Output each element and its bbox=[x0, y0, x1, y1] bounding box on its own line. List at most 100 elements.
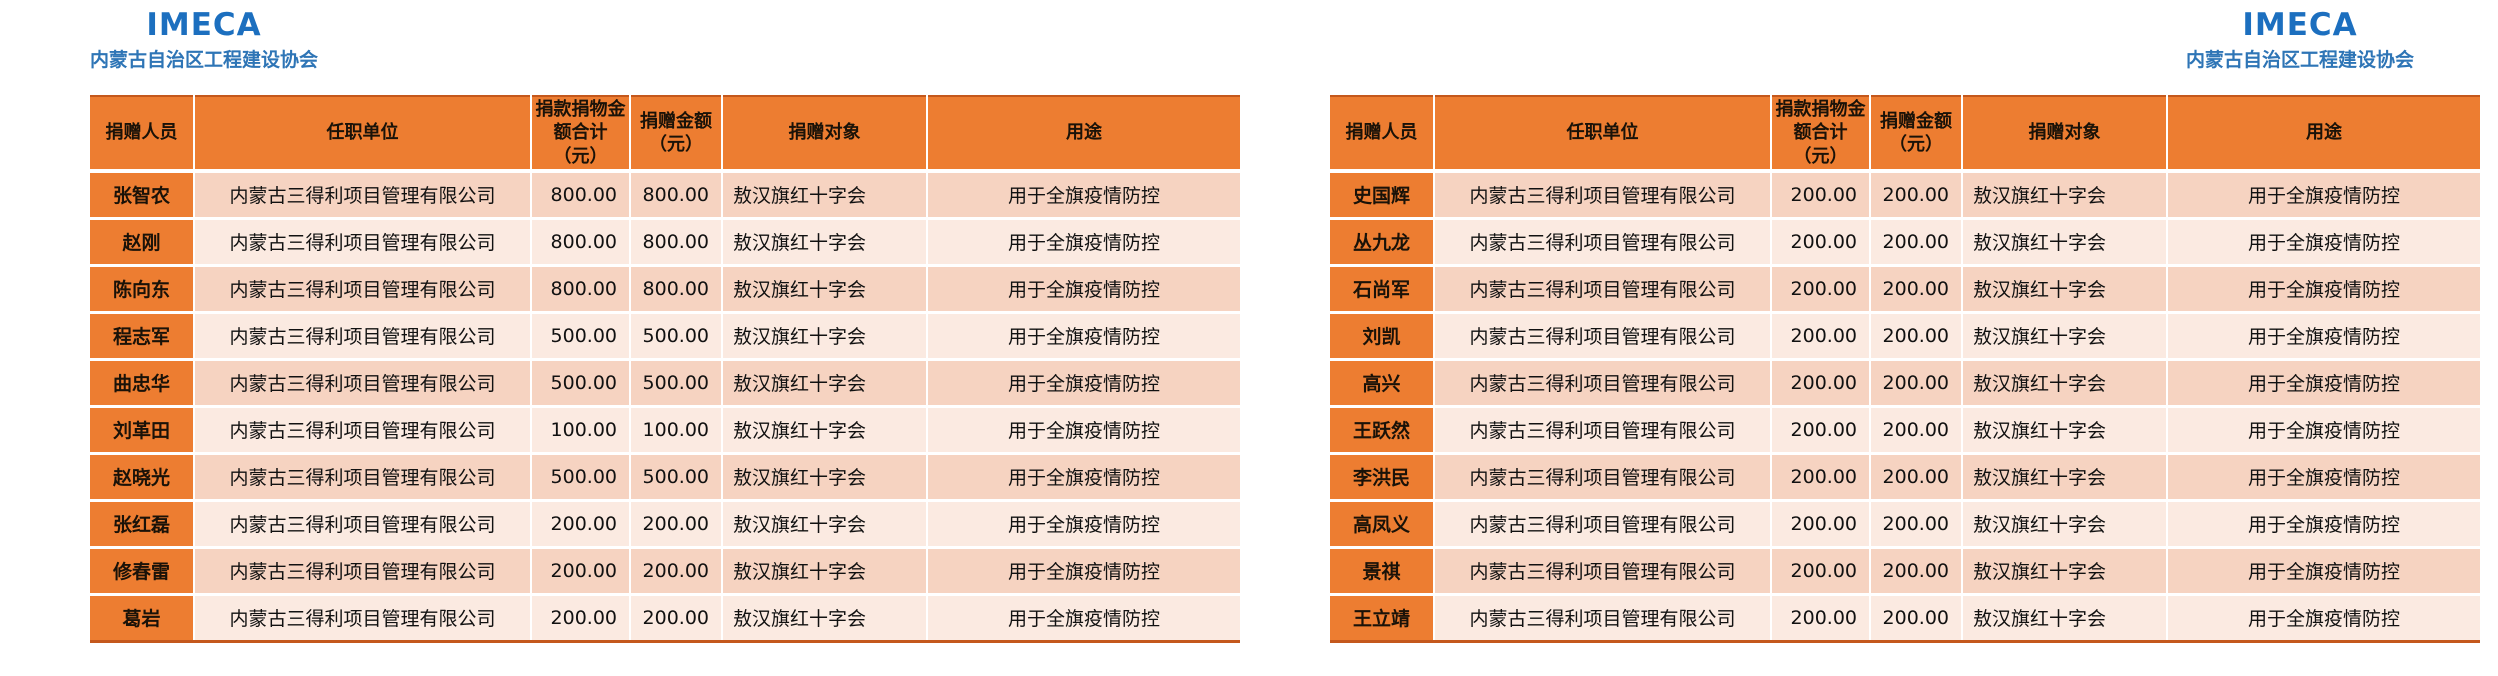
table-cell: 200.00 bbox=[1771, 218, 1871, 267]
org-header-right: IMECA 内蒙古自治区工程建设协会 bbox=[2185, 7, 2414, 71]
table-cell: 500.00 bbox=[531, 359, 631, 408]
col-header-employer: 任职单位 bbox=[194, 94, 532, 174]
table-row: 景祺 内蒙古三得利项目管理有限公司 200.00 200.00 敖汉旗红十字会 用于全旗疫… bbox=[1330, 547, 2480, 596]
table-body-right: 史国辉 内蒙古三得利项目管理有限公司 200.00 200.00 敖汉旗红十字会 用于全旗… bbox=[1330, 171, 2480, 643]
table-cell: 500.00 bbox=[630, 453, 723, 502]
col-header-purpose: 用途 bbox=[2167, 94, 2480, 174]
table-cell: 200.00 bbox=[1870, 218, 1963, 267]
table-cell: 敖汉旗红十字会 bbox=[722, 500, 928, 549]
table-cell: 200.00 bbox=[1870, 265, 1963, 314]
table-header-row: 捐赠人员 任职单位 捐款捐物金额合计（元） 捐赠金额（元） 捐赠对象 用途 bbox=[90, 94, 1240, 174]
table-cell: 敖汉旗红十字会 bbox=[1962, 312, 2168, 361]
col-header-donor: 捐赠人员 bbox=[1330, 94, 1435, 174]
table-cell: 敖汉旗红十字会 bbox=[722, 265, 928, 314]
table-cell: 敖汉旗红十字会 bbox=[1962, 359, 2168, 408]
table-cell: 用于全旗疫情防控 bbox=[927, 453, 1240, 502]
table-cell: 用于全旗疫情防控 bbox=[927, 500, 1240, 549]
table-row: 刘革田 内蒙古三得利项目管理有限公司 100.00 100.00 敖汉旗红十字会 用于全旗… bbox=[90, 406, 1240, 455]
table-cell: 敖汉旗红十字会 bbox=[1962, 594, 2168, 643]
col-header-purpose: 用途 bbox=[927, 94, 1240, 174]
table-cell: 景祺 bbox=[1330, 547, 1435, 596]
col-header-donor: 捐赠人员 bbox=[90, 94, 195, 174]
table-cell: 500.00 bbox=[531, 453, 631, 502]
table-cell: 敖汉旗红十字会 bbox=[1962, 547, 2168, 596]
table-cell: 刘凯 bbox=[1330, 312, 1435, 361]
table-row: 李洪民 内蒙古三得利项目管理有限公司 200.00 200.00 敖汉旗红十字会 用于全旗… bbox=[1330, 453, 2480, 502]
table-cell: 200.00 bbox=[1870, 171, 1963, 220]
table-cell: 用于全旗疫情防控 bbox=[2167, 265, 2480, 314]
table-cell: 500.00 bbox=[630, 359, 723, 408]
table-cell: 200.00 bbox=[1771, 500, 1871, 549]
table-cell: 200.00 bbox=[630, 594, 723, 643]
table-cell: 内蒙古三得利项目管理有限公司 bbox=[1434, 406, 1772, 455]
table-cell: 内蒙古三得利项目管理有限公司 bbox=[194, 312, 532, 361]
table-cell: 敖汉旗红十字会 bbox=[722, 406, 928, 455]
table-cell: 丛九龙 bbox=[1330, 218, 1435, 267]
org-name-right: 内蒙古自治区工程建设协会 bbox=[2185, 48, 2414, 71]
table-cell: 内蒙古三得利项目管理有限公司 bbox=[194, 594, 532, 643]
table-cell: 200.00 bbox=[1870, 547, 1963, 596]
table-row: 石尚军 内蒙古三得利项目管理有限公司 200.00 200.00 敖汉旗红十字会 用于全旗… bbox=[1330, 265, 2480, 314]
table-cell: 200.00 bbox=[1771, 359, 1871, 408]
donation-table-right: 捐赠人员 任职单位 捐款捐物金额合计（元） 捐赠金额（元） 捐赠对象 用途 史国… bbox=[1330, 94, 2480, 643]
table-cell: 用于全旗疫情防控 bbox=[2167, 594, 2480, 643]
imeca-logo-left: IMECA bbox=[146, 7, 262, 43]
table-row: 史国辉 内蒙古三得利项目管理有限公司 200.00 200.00 敖汉旗红十字会 用于全旗… bbox=[1330, 171, 2480, 220]
table-cell: 200.00 bbox=[630, 500, 723, 549]
table-cell: 800.00 bbox=[630, 218, 723, 267]
table-cell: 内蒙古三得利项目管理有限公司 bbox=[1434, 547, 1772, 596]
table-cell: 石尚军 bbox=[1330, 265, 1435, 314]
imeca-logo-right: IMECA bbox=[2242, 7, 2358, 43]
table-cell: 500.00 bbox=[630, 312, 723, 361]
table-cell: 程志军 bbox=[90, 312, 195, 361]
table-cell: 800.00 bbox=[630, 171, 723, 220]
table-cell: 敖汉旗红十字会 bbox=[722, 359, 928, 408]
table-cell: 用于全旗疫情防控 bbox=[927, 359, 1240, 408]
table-cell: 内蒙古三得利项目管理有限公司 bbox=[1434, 359, 1772, 408]
table-cell: 敖汉旗红十字会 bbox=[722, 594, 928, 643]
table-cell: 用于全旗疫情防控 bbox=[2167, 312, 2480, 361]
table-cell: 敖汉旗红十字会 bbox=[1962, 500, 2168, 549]
table-cell: 内蒙古三得利项目管理有限公司 bbox=[194, 547, 532, 596]
table-row: 王跃然 内蒙古三得利项目管理有限公司 200.00 200.00 敖汉旗红十字会 用于全旗… bbox=[1330, 406, 2480, 455]
table-cell: 200.00 bbox=[1771, 453, 1871, 502]
table-cell: 敖汉旗红十字会 bbox=[722, 312, 928, 361]
table-cell: 200.00 bbox=[531, 594, 631, 643]
table-cell: 用于全旗疫情防控 bbox=[2167, 547, 2480, 596]
table-cell: 内蒙古三得利项目管理有限公司 bbox=[194, 218, 532, 267]
col-header-total-amount: 捐款捐物金额合计（元） bbox=[531, 94, 631, 174]
col-header-amount: 捐赠金额（元） bbox=[630, 94, 723, 174]
table-cell: 用于全旗疫情防控 bbox=[2167, 453, 2480, 502]
table-cell: 用于全旗疫情防控 bbox=[927, 218, 1240, 267]
table-row: 修春雷 内蒙古三得利项目管理有限公司 200.00 200.00 敖汉旗红十字会 用于全旗… bbox=[90, 547, 1240, 596]
table-body-left: 张智农 内蒙古三得利项目管理有限公司 800.00 800.00 敖汉旗红十字会 用于全旗… bbox=[90, 171, 1240, 643]
table-cell: 敖汉旗红十字会 bbox=[722, 453, 928, 502]
table-row: 程志军 内蒙古三得利项目管理有限公司 500.00 500.00 敖汉旗红十字会 用于全旗… bbox=[90, 312, 1240, 361]
table-cell: 用于全旗疫情防控 bbox=[927, 547, 1240, 596]
table-cell: 内蒙古三得利项目管理有限公司 bbox=[194, 453, 532, 502]
table-cell: 敖汉旗红十字会 bbox=[1962, 171, 2168, 220]
table-cell: 敖汉旗红十字会 bbox=[1962, 218, 2168, 267]
table-cell: 内蒙古三得利项目管理有限公司 bbox=[194, 359, 532, 408]
table-cell: 200.00 bbox=[531, 500, 631, 549]
table-cell: 敖汉旗红十字会 bbox=[1962, 265, 2168, 314]
table-cell: 200.00 bbox=[1870, 594, 1963, 643]
table-cell: 曲忠华 bbox=[90, 359, 195, 408]
table-cell: 内蒙古三得利项目管理有限公司 bbox=[1434, 500, 1772, 549]
table-cell: 800.00 bbox=[531, 265, 631, 314]
table-cell: 李洪民 bbox=[1330, 453, 1435, 502]
table-cell: 葛岩 bbox=[90, 594, 195, 643]
table-cell: 赵晓光 bbox=[90, 453, 195, 502]
table-row: 丛九龙 内蒙古三得利项目管理有限公司 200.00 200.00 敖汉旗红十字会 用于全旗… bbox=[1330, 218, 2480, 267]
table-cell: 200.00 bbox=[1771, 312, 1871, 361]
table-cell: 史国辉 bbox=[1330, 171, 1435, 220]
table-cell: 内蒙古三得利项目管理有限公司 bbox=[194, 406, 532, 455]
table-row: 高兴 内蒙古三得利项目管理有限公司 200.00 200.00 敖汉旗红十字会 用于全旗疫… bbox=[1330, 359, 2480, 408]
org-name-left: 内蒙古自治区工程建设协会 bbox=[90, 48, 319, 71]
donation-table: 捐赠人员 任职单位 捐款捐物金额合计（元） 捐赠金额（元） 捐赠对象 用途 张智… bbox=[90, 94, 1240, 643]
table-cell: 用于全旗疫情防控 bbox=[2167, 359, 2480, 408]
col-header-amount: 捐赠金额（元） bbox=[1870, 94, 1963, 174]
table-cell: 敖汉旗红十字会 bbox=[1962, 406, 2168, 455]
donation-table-left: 捐赠人员 任职单位 捐款捐物金额合计（元） 捐赠金额（元） 捐赠对象 用途 张智… bbox=[90, 94, 1240, 643]
table-cell: 100.00 bbox=[630, 406, 723, 455]
